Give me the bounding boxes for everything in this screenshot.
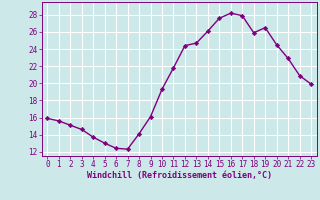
X-axis label: Windchill (Refroidissement éolien,°C): Windchill (Refroidissement éolien,°C) [87, 171, 272, 180]
